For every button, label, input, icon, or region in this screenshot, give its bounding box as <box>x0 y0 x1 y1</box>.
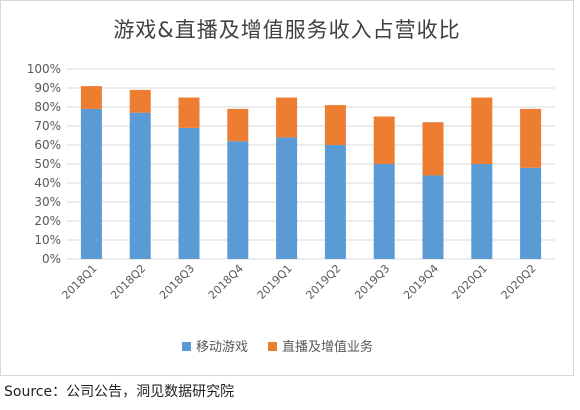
legend-swatch-live-streaming <box>268 342 277 351</box>
bar-live-streaming <box>471 97 493 164</box>
bar-live-streaming <box>227 108 249 142</box>
bar-mobile-games <box>227 141 249 259</box>
y-tick-label: 70% <box>34 119 61 133</box>
bar-live-streaming <box>422 122 444 176</box>
chart-title: 游戏&直播及增值服务收入占营收比 <box>113 18 461 42</box>
bar-live-streaming <box>129 89 151 113</box>
bar-mobile-games <box>178 127 200 260</box>
bar-live-streaming <box>276 97 298 138</box>
legend-label-mobile-games: 移动游戏 <box>196 340 248 355</box>
y-axis-ticks: 0% 10% 20% 30% 40% 50% 60% 70% 80% 90% 100% <box>27 62 61 266</box>
x-tick-label: 2019Q1 <box>255 262 295 302</box>
source-note: Source：公司公告，洞见数据研究院 <box>4 384 235 400</box>
x-tick-label: 2018Q3 <box>157 262 197 302</box>
x-axis-ticks: 2018Q1 2018Q2 2018Q3 2018Q4 2019Q1 2019Q2 2019… <box>59 262 538 302</box>
bar-mobile-games <box>276 137 298 259</box>
x-tick-label: 2018Q1 <box>59 262 99 302</box>
y-tick-label: 100% <box>27 62 61 76</box>
y-tick-label: 20% <box>34 214 61 228</box>
legend: 移动游戏 直播及增值业务 <box>182 339 373 355</box>
bar-live-streaming <box>520 108 542 168</box>
y-tick-label: 40% <box>34 176 61 190</box>
x-tick-label: 2019Q2 <box>303 262 343 302</box>
y-tick-label: 50% <box>34 157 61 171</box>
bar-mobile-games <box>80 108 102 260</box>
bars <box>80 86 542 260</box>
y-tick-label: 60% <box>34 138 61 152</box>
bar-mobile-games <box>471 164 493 259</box>
y-tick-label: 10% <box>34 233 61 247</box>
bar-live-streaming <box>373 116 395 164</box>
y-tick-label: 90% <box>34 81 61 95</box>
bar-mobile-games <box>373 164 395 259</box>
legend-label-live-streaming: 直播及增值业务 <box>282 339 373 355</box>
bar-live-streaming <box>80 86 102 109</box>
x-tick-label: 2020Q2 <box>499 262 539 302</box>
bar-mobile-games <box>324 145 346 259</box>
x-tick-label: 2019Q3 <box>352 262 392 302</box>
legend-swatch-mobile-games <box>182 342 191 351</box>
bar-mobile-games <box>129 112 151 259</box>
y-tick-label: 80% <box>34 100 61 114</box>
chart-canvas: 0% 10% 20% 30% 40% 50% 60% 70% 80% 90% 100% 2018Q1… <box>27 62 555 355</box>
y-tick-label: 30% <box>34 195 61 209</box>
y-tick-label: 0% <box>42 252 61 266</box>
x-tick-label: 2018Q4 <box>206 262 246 302</box>
bar-mobile-games <box>520 167 542 259</box>
bar-live-streaming <box>178 97 200 128</box>
x-tick-label: 2019Q4 <box>401 262 441 302</box>
bar-mobile-games <box>422 175 444 259</box>
x-tick-label: 2020Q1 <box>450 262 490 302</box>
x-tick-label: 2018Q2 <box>108 262 148 302</box>
bar-live-streaming <box>324 105 346 145</box>
